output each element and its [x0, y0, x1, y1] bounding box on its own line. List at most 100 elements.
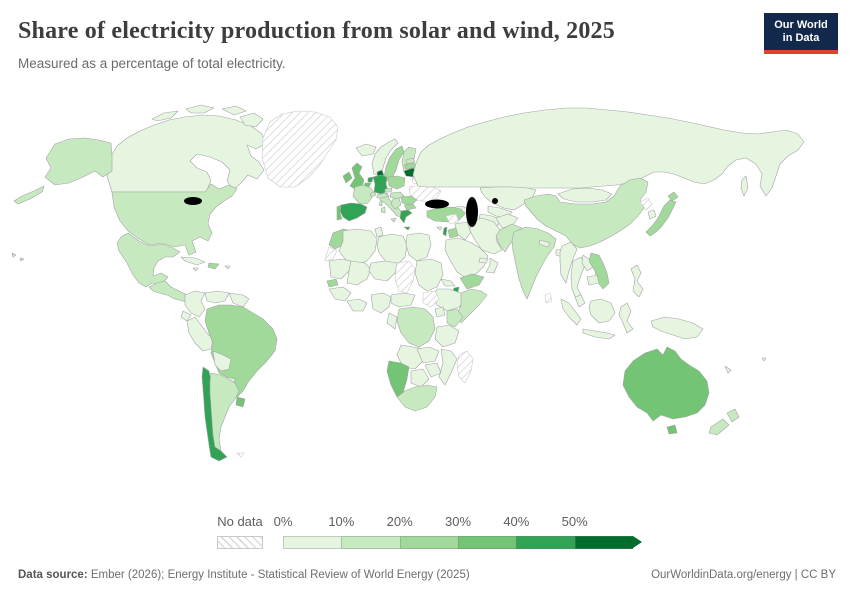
country-myanmar[interactable] — [559, 241, 578, 284]
country-uae[interactable] — [478, 257, 489, 264]
country-tanzania[interactable] — [434, 324, 460, 348]
country-mexico[interactable] — [116, 232, 181, 288]
country-united-states[interactable] — [111, 183, 238, 256]
country-hungary[interactable] — [389, 191, 405, 200]
country-pakistan[interactable] — [495, 223, 523, 253]
country-senegal[interactable] — [326, 278, 339, 288]
country-uganda[interactable] — [434, 306, 446, 318]
legend-bin-30-40%[interactable] — [457, 536, 517, 549]
country-new-zealand-north[interactable] — [726, 408, 740, 423]
country-canada-arctic-island-3[interactable] — [221, 105, 247, 116]
country-usa-alaska[interactable] — [44, 137, 113, 186]
country-zambia[interactable] — [416, 346, 440, 364]
country-canada-baffin-island[interactable] — [239, 112, 264, 128]
country-somalia[interactable] — [456, 288, 488, 324]
country-niger[interactable] — [368, 260, 398, 282]
country-japan-hokkaido[interactable] — [667, 191, 679, 202]
country-canada-arctic-island-2[interactable] — [185, 104, 215, 114]
country-puerto-rico[interactable] — [224, 265, 231, 270]
country-russia-sakhalin[interactable] — [740, 175, 749, 197]
country-czechia[interactable] — [384, 187, 393, 193]
country-bolivia[interactable] — [212, 350, 232, 372]
country-ireland[interactable] — [342, 171, 353, 184]
country-norway[interactable] — [371, 138, 399, 177]
country-usa-hawaii[interactable] — [11, 252, 25, 262]
country-gabon[interactable] — [386, 312, 398, 330]
country-western-sahara[interactable] — [324, 246, 338, 262]
country-mongolia[interactable] — [557, 187, 613, 203]
country-canada[interactable] — [106, 114, 266, 193]
country-spain[interactable] — [339, 202, 368, 222]
country-greenland[interactable] — [261, 110, 339, 188]
country-cuba[interactable] — [180, 256, 206, 266]
country-indonesia-borneo[interactable] — [588, 298, 616, 324]
country-serbia[interactable] — [390, 197, 402, 210]
country-australia-tasmania[interactable] — [666, 424, 678, 435]
country-fiji[interactable] — [761, 357, 767, 362]
country-australia[interactable] — [622, 346, 710, 422]
legend-no-data-swatch[interactable] — [217, 536, 263, 549]
country-chad[interactable] — [394, 260, 416, 294]
country-usa-aleutians[interactable] — [13, 185, 45, 205]
legend-bin-50%+[interactable] — [574, 536, 633, 549]
country-france[interactable] — [352, 184, 375, 205]
country-madagascar[interactable] — [456, 350, 474, 384]
country-north-korea[interactable] — [639, 197, 653, 211]
country-canada-arctic-island-1[interactable] — [151, 110, 179, 122]
country-libya[interactable] — [376, 233, 408, 266]
country-japan[interactable] — [645, 199, 677, 237]
country-malaysia[interactable] — [574, 294, 586, 308]
country-south-africa[interactable] — [396, 384, 438, 412]
legend-bin-10-20%[interactable] — [341, 536, 400, 549]
country-eritrea[interactable] — [440, 278, 456, 287]
country-saudi-arabia[interactable] — [444, 237, 489, 279]
country-greece[interactable] — [399, 209, 413, 224]
country-syria[interactable] — [445, 213, 460, 225]
country-south-sudan[interactable] — [422, 290, 440, 308]
country-russia[interactable] — [412, 107, 805, 197]
country-kazakhstan[interactable] — [479, 186, 537, 211]
country-cambodia[interactable] — [586, 274, 600, 286]
country-italy-sardinia[interactable] — [380, 206, 386, 214]
country-china[interactable] — [523, 177, 649, 249]
legend-bin-0-10%[interactable] — [283, 536, 342, 549]
country-sudan[interactable] — [414, 258, 444, 292]
country-nigeria[interactable] — [370, 292, 392, 314]
country-iceland[interactable] — [355, 143, 377, 157]
country-jordan[interactable] — [447, 227, 459, 239]
country-new-caledonia[interactable] — [724, 365, 732, 374]
country-argentina[interactable] — [209, 372, 240, 452]
country-iraq[interactable] — [454, 221, 472, 241]
country-cyprus[interactable] — [436, 226, 443, 231]
country-indonesia-sumatra[interactable] — [560, 298, 582, 326]
country-jamaica[interactable] — [192, 267, 199, 272]
country-philippines[interactable] — [630, 264, 644, 298]
country-venezuela[interactable] — [204, 290, 230, 304]
country-uruguay[interactable] — [235, 396, 246, 408]
country-nepal[interactable] — [538, 239, 551, 248]
country-romania[interactable] — [400, 195, 418, 206]
country-netherlands[interactable] — [367, 176, 374, 183]
country-mauritania[interactable] — [328, 258, 352, 280]
country-turkey[interactable] — [426, 206, 466, 223]
country-yemen[interactable] — [459, 273, 485, 290]
country-sri-lanka[interactable] — [544, 292, 553, 304]
country-austria[interactable] — [376, 192, 390, 199]
country-italy-sicily[interactable] — [390, 217, 397, 223]
country-new-zealand-south[interactable] — [708, 418, 730, 436]
country-mali[interactable] — [346, 260, 372, 286]
country-oman[interactable] — [485, 257, 499, 274]
country-tunisia[interactable] — [374, 226, 384, 238]
country-algeria[interactable] — [338, 228, 378, 266]
country-cameroon[interactable] — [390, 292, 416, 308]
owid-license-link[interactable]: OurWorldinData.org/energy | CC BY — [651, 569, 836, 581]
owid-logo[interactable]: Our World in Data — [764, 13, 838, 54]
country-iran[interactable] — [469, 217, 503, 255]
country-indonesia-sulawesi[interactable] — [618, 302, 634, 334]
country-brazil[interactable] — [204, 304, 278, 398]
country-south-korea[interactable] — [647, 209, 657, 220]
country-botswana[interactable] — [410, 368, 430, 388]
country-ghana[interactable] — [346, 298, 368, 312]
country-drc[interactable] — [396, 306, 436, 348]
country-india[interactable] — [511, 226, 557, 300]
